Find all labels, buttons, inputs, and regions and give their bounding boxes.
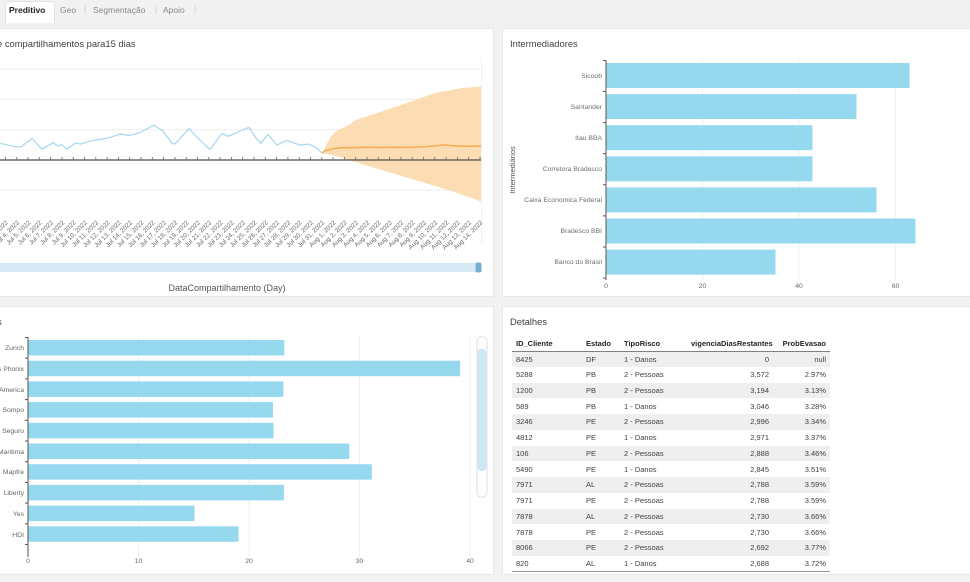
- svg-text:HDI: HDI: [12, 532, 24, 539]
- svg-text:Yes: Yes: [13, 511, 25, 518]
- svg-text:Mapfre: Mapfre: [3, 469, 24, 476]
- svg-text:Sicoob: Sicoob: [581, 73, 602, 80]
- svg-text:DataCompartilhamento (Day): DataCompartilhamento (Day): [168, 283, 285, 293]
- svg-text:Intermediários: Intermediários: [508, 146, 517, 194]
- svg-text:20: 20: [245, 558, 253, 565]
- svg-text:Corretora Bradesco: Corretora Bradesco: [543, 166, 603, 173]
- svg-text:20: 20: [699, 283, 707, 290]
- svg-text:Banco do Brasil: Banco do Brasil: [554, 259, 602, 266]
- svg-text:Liberty: Liberty: [4, 490, 25, 497]
- svg-text:s Phonix: s Phonix: [0, 366, 25, 373]
- svg-text:Bradesco BBI: Bradesco BBI: [560, 228, 602, 235]
- svg-text:30: 30: [356, 558, 364, 565]
- svg-text:40: 40: [795, 283, 803, 290]
- svg-text:Itau BBA: Itau BBA: [575, 135, 602, 142]
- svg-text:0: 0: [26, 558, 30, 565]
- svg-text:60: 60: [892, 283, 900, 290]
- svg-text:Zurich: Zurich: [5, 345, 24, 352]
- svg-text:10: 10: [135, 558, 143, 565]
- svg-text:America: America: [0, 387, 24, 394]
- svg-text:40: 40: [466, 558, 474, 565]
- svg-text:0: 0: [604, 283, 608, 290]
- svg-text:s Seguro: s Seguro: [0, 428, 24, 435]
- svg-text:Caixa Economica Federal: Caixa Economica Federal: [524, 197, 602, 204]
- svg-text:Santander: Santander: [571, 104, 603, 111]
- svg-text:Maritima: Maritima: [0, 449, 24, 456]
- svg-text:Sompo: Sompo: [2, 407, 24, 414]
